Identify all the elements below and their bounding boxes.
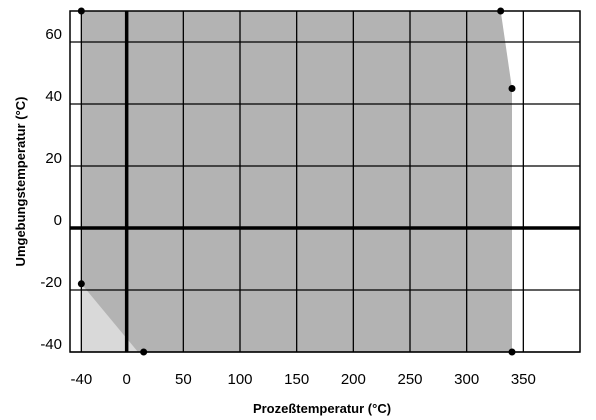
data-point — [77, 7, 85, 15]
data-point — [497, 7, 505, 15]
x-tick-label: 150 — [284, 371, 309, 388]
zero-axes — [70, 11, 580, 352]
y-tick-label: 40 — [45, 88, 62, 105]
data-points — [77, 7, 516, 356]
data-point — [77, 280, 85, 288]
extended-operating-region — [81, 283, 138, 352]
data-point — [508, 348, 516, 356]
y-axis-title: Umgebungstemperatur (°C) — [13, 97, 28, 267]
x-tick-label: 100 — [227, 371, 252, 388]
plot-frame — [69, 10, 581, 353]
x-tick-label: 250 — [397, 371, 422, 388]
data-point — [508, 85, 516, 92]
y-tick-label: 60 — [45, 26, 62, 43]
x-tick-label: 50 — [175, 371, 192, 388]
y-tick-label: -40 — [40, 336, 62, 353]
x-tick-labels: -40 0 50 100 150 200 250 300 350 — [70, 371, 535, 388]
x-tick-label: 300 — [454, 371, 479, 388]
y-tick-labels: -40 -20 0 20 40 60 — [40, 26, 62, 353]
x-axis-title: Prozeßtemperatur (°C) — [253, 401, 391, 416]
x-tick-label: 200 — [341, 371, 366, 388]
data-point — [140, 348, 148, 356]
x-tick-label: -40 — [70, 371, 92, 388]
y-tick-label: 0 — [54, 212, 62, 229]
y-tick-label: -20 — [40, 274, 62, 291]
x-tick-label: 350 — [511, 371, 536, 388]
y-tick-label: 20 — [45, 150, 62, 167]
x-tick-label: 0 — [122, 371, 130, 388]
